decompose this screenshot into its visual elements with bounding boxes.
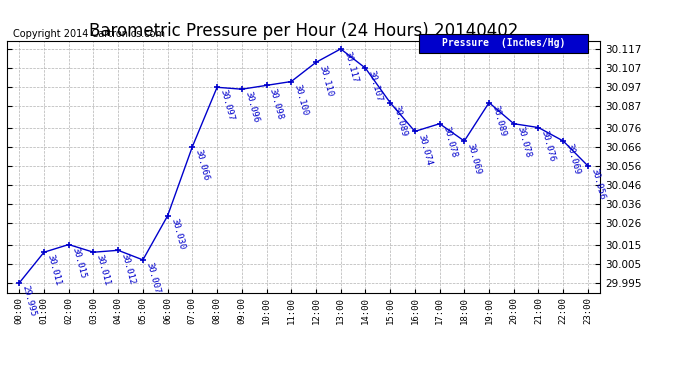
- Text: Pressure  (Inches/Hg): Pressure (Inches/Hg): [442, 38, 566, 48]
- Text: 30.107: 30.107: [367, 69, 384, 103]
- Text: 30.089: 30.089: [491, 104, 507, 138]
- Text: 30.030: 30.030: [169, 217, 186, 250]
- Text: 30.069: 30.069: [466, 142, 483, 176]
- Text: 30.007: 30.007: [144, 261, 161, 295]
- Text: 30.078: 30.078: [515, 125, 532, 159]
- Text: 30.078: 30.078: [441, 125, 458, 159]
- Title: Barometric Pressure per Hour (24 Hours) 20140402: Barometric Pressure per Hour (24 Hours) …: [89, 22, 518, 40]
- Text: 30.097: 30.097: [219, 88, 235, 122]
- Text: 30.076: 30.076: [540, 129, 557, 162]
- Text: 30.096: 30.096: [243, 91, 260, 124]
- Text: 29.995: 29.995: [21, 284, 38, 318]
- Text: 30.117: 30.117: [342, 50, 359, 84]
- Text: 30.012: 30.012: [119, 252, 137, 285]
- Text: 30.074: 30.074: [416, 133, 433, 166]
- Text: 30.110: 30.110: [317, 64, 335, 97]
- Text: 30.089: 30.089: [391, 104, 408, 138]
- Text: 30.069: 30.069: [564, 142, 582, 176]
- Text: 30.098: 30.098: [268, 87, 285, 120]
- Text: 30.066: 30.066: [194, 148, 210, 182]
- FancyBboxPatch shape: [420, 34, 589, 53]
- Text: Copyright 2014 Cartronics.com: Copyright 2014 Cartronics.com: [13, 29, 165, 39]
- Text: 30.056: 30.056: [589, 167, 607, 201]
- Text: 30.011: 30.011: [95, 254, 112, 287]
- Text: 30.100: 30.100: [293, 83, 310, 116]
- Text: 30.011: 30.011: [46, 254, 62, 287]
- Text: 30.015: 30.015: [70, 246, 87, 279]
